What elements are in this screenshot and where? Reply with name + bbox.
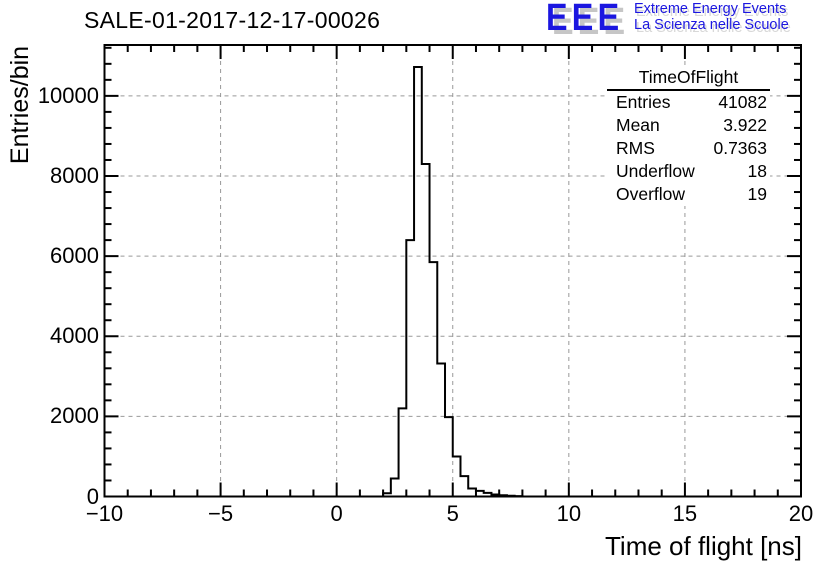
- x-tick-label: 10: [556, 501, 582, 526]
- y-tick-label: 6000: [50, 243, 99, 269]
- plot-title: SALE-01-2017-12-17-00026: [84, 7, 381, 33]
- y-tick-label: 10000: [37, 82, 99, 108]
- y-tick-label: 8000: [50, 163, 99, 188]
- y-tick-label: 0: [86, 483, 99, 509]
- x-tick-label: 20: [788, 501, 814, 526]
- stats-row-label: Overflow: [616, 184, 686, 204]
- stats-row-value: 18: [747, 161, 767, 181]
- stats-row-value: 41082: [718, 92, 767, 112]
- eee-logo-caption: Extreme Energy Events La Scienza nelle S…: [634, 1, 789, 33]
- y-tick-label: 2000: [50, 403, 99, 429]
- stats-box: TimeOfFlight Entries 41082 Mean 3.922 RMS 0.7…: [607, 67, 770, 206]
- stats-box-title: TimeOfFlight: [607, 67, 770, 91]
- x-tick-label: 5: [446, 501, 459, 526]
- x-tick-label: 0: [330, 501, 343, 526]
- stats-row: Entries 41082: [607, 91, 770, 114]
- x-tick-label: 15: [672, 501, 698, 526]
- stats-row-value: 0.7363: [713, 138, 767, 158]
- eee-logo: EEE: [546, 0, 624, 39]
- stats-row: Overflow 19: [607, 183, 770, 206]
- stats-row-label: RMS: [616, 138, 655, 158]
- stats-row-value: 19: [747, 184, 767, 204]
- stats-row-label: Entries: [616, 92, 671, 112]
- histogram-outline: [104, 66, 801, 498]
- stats-row: Mean 3.922: [607, 114, 770, 137]
- stats-row-label: Underflow: [616, 161, 695, 181]
- stats-row: RMS 0.7363: [607, 137, 770, 160]
- y-tick-label: 4000: [50, 323, 99, 349]
- stats-row-value: 3.922: [723, 115, 767, 135]
- stats-box-rows: Entries 41082 Mean 3.922 RMS 0.7363 Underflow 1…: [607, 91, 770, 206]
- eee-logo-line2: La Scienza nelle Scuole: [634, 16, 789, 33]
- x-tick-label: −10: [85, 501, 124, 526]
- x-tick-label: −5: [208, 501, 234, 526]
- eee-logo-line1: Extreme Energy Events: [634, 1, 787, 17]
- stats-row: Underflow 18: [607, 160, 770, 183]
- stats-row-label: Mean: [616, 115, 660, 135]
- x-axis-title: Time of flight [ns]: [605, 531, 802, 561]
